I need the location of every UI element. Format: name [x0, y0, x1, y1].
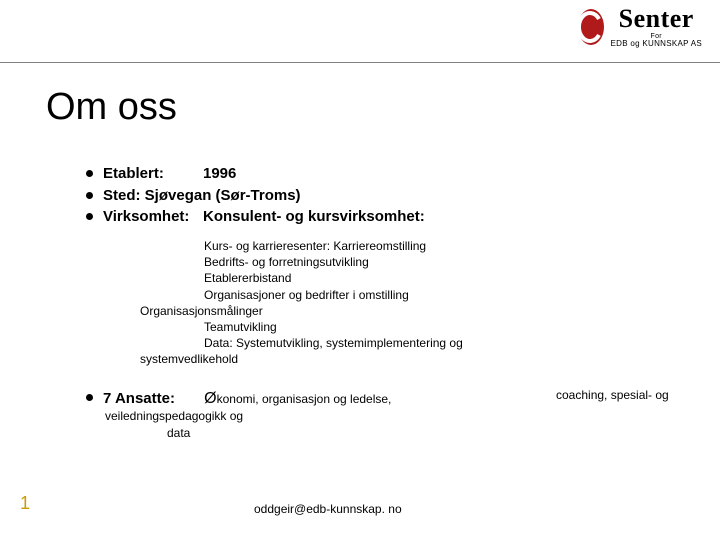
bullet-icon [86, 394, 93, 401]
bullet-text: Etablert:1996 [103, 164, 236, 184]
bullet4-right-text: coaching, spesial- og [556, 388, 669, 402]
sub-item: Kurs- og karrieresenter: Karriereomstill… [140, 238, 560, 254]
header-divider [0, 62, 720, 63]
sub-item: Organisasjonsmålinger [140, 303, 560, 319]
bullet-text: Virksomhet:Konsulent- og kursvirksomhet: [103, 207, 425, 227]
footer-email: oddgeir@edb-kunnskap. no [254, 502, 402, 516]
sub-item: Organisasjoner og bedrifter i omstilling [140, 287, 560, 303]
tail-line: veiledningspedagogikk og [105, 408, 243, 425]
sub-item: Bedrifts- og forretningsutvikling [140, 254, 560, 270]
bullet-item-etablert: Etablert:1996 [86, 164, 666, 184]
bullet-item-sted: Sted: Sjøvegan (Sør-Troms) [86, 186, 666, 206]
slide-number: 1 [20, 493, 30, 514]
logo-c-icon [576, 7, 606, 47]
sub-item: Etablererbistand [140, 270, 560, 286]
sub-item: Data: Systemutvikling, systemimplementer… [140, 335, 560, 351]
bullet-item-virksomhet: Virksomhet:Konsulent- og kursvirksomhet: [86, 207, 666, 227]
logo-title: Senter [619, 6, 694, 32]
bullet-icon [86, 170, 93, 177]
bullet4-continuation: veiledningspedagogikk og data [105, 408, 243, 442]
main-bullet-list: Etablert:1996 Sted: Sjøvegan (Sør-Troms)… [86, 164, 666, 229]
bullet-icon [86, 213, 93, 220]
bullet-item-ansatte: 7 Ansatte: Økonomi, organisasjon og lede… [86, 388, 391, 410]
bullet-icon [86, 192, 93, 199]
logo-tagline: EDB og KUNNSKAP AS [610, 40, 702, 48]
bullet-text: 7 Ansatte: Økonomi, organisasjon og lede… [103, 388, 391, 410]
page-title: Om oss [46, 86, 177, 129]
sub-item: systemvedlikehold [140, 351, 560, 367]
sub-item: Teamutvikling [140, 319, 560, 335]
logo-text: Senter For EDB og KUNNSKAP AS [610, 6, 702, 48]
logo: Senter For EDB og KUNNSKAP AS [576, 6, 702, 48]
bullet-text: Sted: Sjøvegan (Sør-Troms) [103, 186, 301, 206]
tail-line: data [105, 425, 243, 442]
sub-list: Kurs- og karrieresenter: Karriereomstill… [140, 238, 560, 368]
